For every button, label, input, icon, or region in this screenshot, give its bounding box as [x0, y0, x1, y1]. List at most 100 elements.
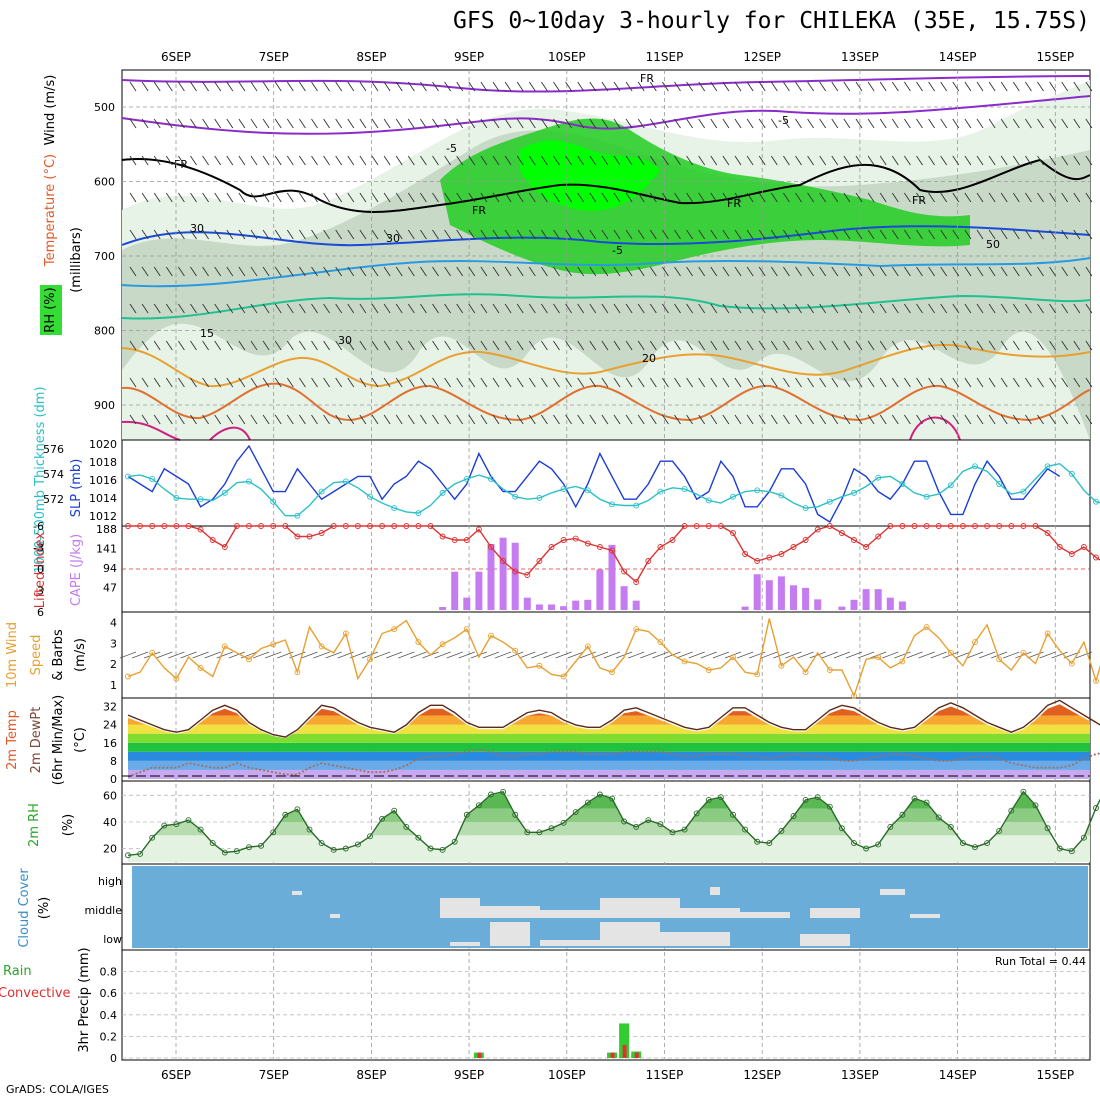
- wind-barb: [589, 414, 597, 425]
- wind-barb: [165, 155, 173, 166]
- thickness-line-point: [778, 492, 785, 499]
- wind-barb: [299, 303, 306, 314]
- wind-barb: [674, 229, 681, 240]
- wind-barb: [432, 192, 439, 203]
- precip-convective-bar: [610, 1052, 615, 1058]
- temp-tick: 32: [103, 701, 117, 714]
- wind-barb: [371, 340, 379, 351]
- wind-barb: [190, 414, 197, 425]
- wind-barb: [141, 377, 149, 388]
- wind-barb: [468, 118, 476, 129]
- wind-barb: [964, 229, 972, 240]
- wind-barb: [795, 118, 802, 129]
- wind-barb: [153, 155, 161, 166]
- cape-bar: [499, 537, 507, 610]
- axis-label-speed: Speed: [29, 635, 44, 676]
- thickness-line-point: [851, 489, 857, 496]
- wind-barb: [238, 155, 246, 166]
- run-total-label: Run Total = 0.44: [995, 955, 1086, 968]
- cape-bar: [560, 606, 568, 610]
- wind-barb: [879, 340, 887, 351]
- surface-wind-barb: [519, 651, 536, 659]
- wind-barb: [662, 155, 669, 166]
- wind-barb: [141, 340, 149, 351]
- wind-barb: [758, 303, 766, 314]
- wind-barb: [746, 118, 754, 129]
- lifted-index-line-point: [342, 523, 349, 529]
- wind-barb: [323, 229, 330, 240]
- wind-barb: [1025, 266, 1032, 277]
- rh-line-point: [972, 844, 978, 851]
- lifted-index-line-point: [838, 530, 845, 536]
- wind-barb: [770, 377, 778, 388]
- wind-barb: [601, 118, 609, 129]
- cloud-middle-block: [330, 914, 340, 918]
- wind-barb: [843, 229, 851, 240]
- wind-barb: [407, 229, 415, 240]
- wind-barb: [686, 377, 693, 388]
- wind-barb: [190, 266, 197, 277]
- wind-barb: [710, 303, 718, 314]
- wind-barb: [770, 229, 778, 240]
- wind-barb: [649, 229, 657, 240]
- wind-barb: [589, 192, 597, 203]
- slp-line: [127, 444, 1061, 523]
- lifted-index-tick: -6: [33, 520, 44, 533]
- wind-speed-line-point: [560, 673, 567, 680]
- wind-speed-line-point: [802, 669, 809, 676]
- wind-barb: [662, 303, 669, 314]
- wind-barb: [988, 340, 996, 351]
- date-label-top: 9SEP: [454, 50, 484, 64]
- wind-speed-line-point: [826, 667, 833, 673]
- wind-speed-line-point: [972, 639, 978, 646]
- wind-barb: [770, 340, 778, 351]
- wind-barb: [637, 118, 645, 129]
- wind-barb: [250, 81, 258, 92]
- lifted-index-line-point: [802, 537, 809, 543]
- cape-bar: [790, 585, 797, 610]
- wind-barb: [226, 229, 234, 240]
- wind-speed-line-point: [1020, 649, 1027, 656]
- lifted-index-line-point: [330, 523, 337, 529]
- thickness-line-point: [367, 493, 373, 500]
- wind-barb: [347, 229, 355, 240]
- wind-barb: [262, 377, 270, 388]
- rh-line-point: [246, 844, 252, 851]
- lifted-index-line-point: [512, 568, 519, 575]
- wind-barb: [480, 229, 488, 240]
- wind-barb: [722, 377, 730, 388]
- wind-barb: [976, 118, 984, 129]
- wind-barb: [153, 229, 161, 240]
- rh-line-point: [584, 799, 591, 806]
- wind-barb: [1037, 229, 1044, 240]
- thickness-line-point: [657, 488, 664, 495]
- wind-barb: [286, 340, 294, 351]
- wind-barb: [758, 266, 766, 277]
- wind-barb: [1000, 229, 1008, 240]
- surface-wind-barb: [507, 651, 524, 659]
- wind-barb: [359, 81, 367, 92]
- wind-barb: [420, 118, 427, 129]
- cloud-middle-block: [600, 898, 680, 918]
- temp-band: [128, 769, 1090, 779]
- rh-line-point: [258, 842, 265, 849]
- wind-barb: [964, 340, 972, 351]
- wind-barb: [541, 303, 548, 314]
- wind-barb: [528, 377, 536, 388]
- wind-barb: [565, 118, 572, 129]
- rh-tick: 40: [103, 816, 117, 829]
- wind-barb: [262, 266, 270, 277]
- surface-wind-barb: [252, 651, 270, 659]
- rh-line-point: [1068, 848, 1075, 855]
- surface-wind-barb: [882, 651, 899, 659]
- wind-barb: [928, 266, 935, 277]
- thickness-line-point: [125, 473, 131, 480]
- wind-barb: [867, 266, 875, 277]
- wind-barb: [1012, 81, 1020, 92]
- wind-speed-line-point: [657, 639, 664, 646]
- wind-barb: [976, 266, 984, 277]
- wind-speed-line-point: [173, 675, 180, 682]
- lifted-index-line-point: [1044, 530, 1051, 536]
- wind-barb: [795, 414, 802, 425]
- rh-line-point: [645, 817, 652, 824]
